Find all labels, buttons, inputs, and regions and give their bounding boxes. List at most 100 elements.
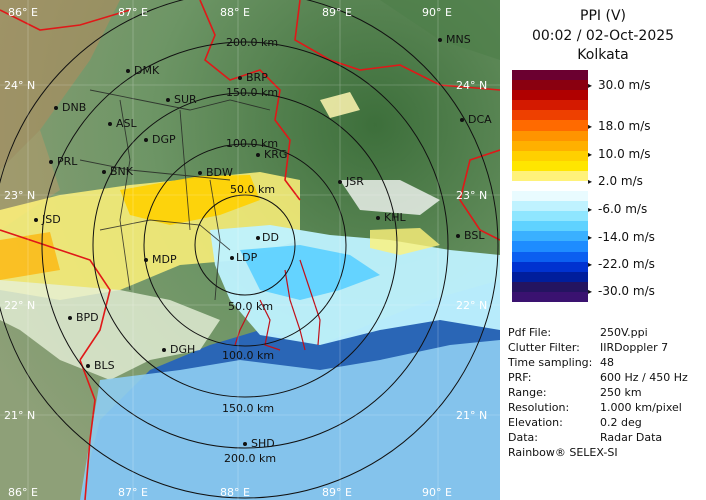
station-bsl: BSL <box>464 229 485 242</box>
range-label-top-50: 50.0 km <box>230 183 275 196</box>
station-mns: MNS <box>446 33 471 46</box>
sundarbans-channels <box>234 259 321 351</box>
range-ring-250 <box>0 0 499 499</box>
lon-label-top-87: 87° E <box>118 6 148 19</box>
scale-swatch <box>512 130 588 142</box>
range-ring-150 <box>92 92 398 398</box>
range-label-bottom-100: 100.0 km <box>222 349 274 362</box>
scale-swatch <box>512 241 588 253</box>
scale-swatch <box>512 140 588 152</box>
range-label-bottom-200: 200.0 km <box>224 452 276 465</box>
scale-swatch <box>512 160 588 172</box>
tick-arrow-icon: ▸ <box>588 205 593 214</box>
range-label-group: 50.0 km 100.0 km 150.0 km 200.0 km 50.0 … <box>222 36 278 465</box>
map-canvas: 50.0 km 100.0 km 150.0 km 200.0 km 50.0 … <box>0 0 500 500</box>
lat-label-right-24: 24° N <box>456 79 487 92</box>
station-sur: SUR <box>174 93 197 106</box>
station-group: MNS DMK BRP DNB SUR ASL DGP PRL BNK BDW … <box>34 33 492 450</box>
lat-label-left-24: 24° N <box>4 79 35 92</box>
scale-swatch <box>512 150 588 162</box>
lon-label-bottom-88: 88° E <box>220 486 250 499</box>
scale-swatch <box>512 261 588 273</box>
scale-swatch <box>512 251 588 263</box>
scale-swatch <box>512 70 588 81</box>
scale-label-0: ▸ 30.0 m/s <box>588 78 651 92</box>
echo-pale <box>0 280 220 380</box>
lon-label-bottom-90: 90° E <box>422 486 452 499</box>
station-dgh: DGH <box>170 343 195 356</box>
tick-arrow-icon: ▸ <box>588 287 593 296</box>
info-data: Data: Radar Data <box>508 431 663 444</box>
station-brp: BRP <box>246 71 268 84</box>
timestamp-title: 00:02 / 02-Oct-2025 <box>531 28 675 44</box>
range-ring-200 <box>41 41 449 449</box>
scale-swatch <box>512 180 588 192</box>
info-prf: PRF: 600 Hz / 450 Hz <box>508 371 688 384</box>
scale-swatch <box>512 231 588 242</box>
lat-label-right-21: 21° N <box>456 409 487 422</box>
scale-label-2: ▸ 10.0 m/s <box>588 147 651 161</box>
station-bls: BLS <box>94 359 115 372</box>
lon-label-group: 86° E 87° E 88° E 89° E 90° E 86° E 87° … <box>8 6 452 499</box>
station-bnk: BNK <box>110 165 134 178</box>
echo-yellow-east <box>370 228 440 255</box>
lon-label-top-86: 86° E <box>8 6 38 19</box>
station-dd: DD <box>262 231 279 244</box>
hill-terrain <box>380 0 500 60</box>
echo-strong-yellow <box>120 175 260 225</box>
scale-swatch <box>512 80 588 91</box>
tick-arrow-icon: ▸ <box>588 122 593 131</box>
scale-swatch <box>512 221 588 232</box>
lon-label-top-89: 89° E <box>322 6 352 19</box>
echo-pale-north <box>320 92 360 118</box>
vendor-credit: Rainbow® SELEX-SI <box>508 446 618 459</box>
station-bpd: BPD <box>76 311 99 324</box>
scale-label-4: ▸ -6.0 m/s <box>588 202 648 216</box>
lon-label-bottom-89: 89° E <box>322 486 352 499</box>
scale-swatch <box>512 90 588 101</box>
info-panel: PPI (V) 00:02 / 02-Oct-2025 Kolkata ▸ 30.… <box>500 0 706 500</box>
info-range: Range: 250 km <box>508 386 642 399</box>
info-time-sampling: Time sampling: 48 <box>508 356 614 369</box>
info-pdf-file: Pdf File: 250V.ppi <box>508 326 648 339</box>
latlon-grid <box>0 0 500 500</box>
echo-white <box>340 180 440 215</box>
scale-swatch <box>512 211 588 222</box>
info-elevation: Elevation: 0.2 deg <box>508 416 642 429</box>
echo-sea-blue <box>80 340 500 500</box>
station-krg: KRG <box>264 148 287 161</box>
lon-label-bottom-86: 86° E <box>8 486 38 499</box>
scale-swatch <box>512 100 588 111</box>
station-shd: SHD <box>251 437 275 450</box>
range-label-top-100: 100.0 km <box>226 137 278 150</box>
station-dca: DCA <box>468 113 492 126</box>
scale-label-3: ▸ 2.0 m/s <box>588 174 643 188</box>
station-dgp: DGP <box>152 133 176 146</box>
scale-label-5: ▸ -14.0 m/s <box>588 230 655 244</box>
station-prl: PRL <box>57 155 78 168</box>
info-clutter-filter: Clutter Filter: IIRDoppler 7 <box>508 341 669 354</box>
scale-swatch <box>512 271 588 283</box>
station-jsd: JSD <box>41 213 61 226</box>
station-dnb: DNB <box>62 101 86 114</box>
lat-label-right-22: 22° N <box>456 299 487 312</box>
scale-swatch <box>512 281 588 293</box>
station-dmk: DMK <box>134 64 160 77</box>
scale-label-6: ▸ -22.0 m/s <box>588 257 655 271</box>
station-ldp: LDP <box>236 251 258 264</box>
echo-orange-west <box>0 232 60 280</box>
radar-map[interactable]: 50.0 km 100.0 km 150.0 km 200.0 km 50.0 … <box>0 0 500 500</box>
scale-label-7: ▸ -30.0 m/s <box>588 284 655 298</box>
tick-arrow-icon: ▸ <box>588 177 593 186</box>
info-resolution: Resolution: 1.000 km/pixel <box>508 401 682 414</box>
scale-swatch <box>512 291 588 303</box>
range-ring-50 <box>194 194 296 296</box>
scale-label-1: ▸ 18.0 m/s <box>588 119 651 133</box>
range-label-bottom-150: 150.0 km <box>222 402 274 415</box>
range-label-top-150: 150.0 km <box>226 86 278 99</box>
station-bdw: BDW <box>206 166 233 179</box>
lat-label-group: 24° N 23° N 22° N 21° N 24° N 23° N 22° … <box>4 79 487 422</box>
range-label-bottom-50: 50.0 km <box>228 300 273 313</box>
station-mdp: MDP <box>152 253 177 266</box>
